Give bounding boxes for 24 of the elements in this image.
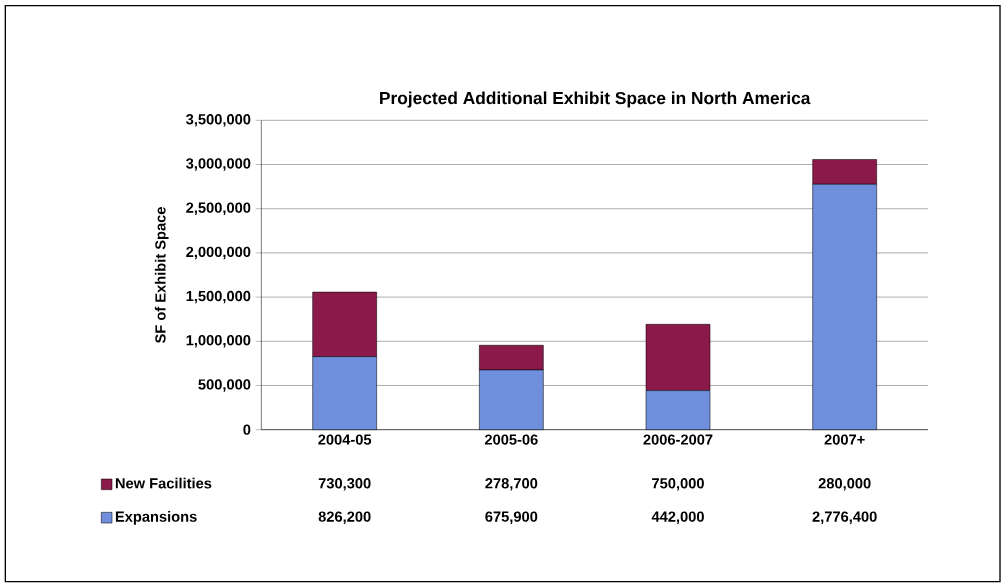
data-label: 442,000 — [651, 511, 704, 524]
data-label: 826,200 — [318, 511, 371, 524]
data-label: 675,900 — [485, 511, 538, 524]
data-label: 750,000 — [652, 478, 704, 491]
y-axis-title: SF of Exhibit Space — [154, 207, 169, 344]
x-tick-label: 2007+ — [824, 434, 865, 445]
data-label: 2,776,400 — [812, 511, 877, 524]
data-label: 730,300 — [318, 478, 371, 491]
y-tick-label: 2,000,000 — [186, 246, 251, 260]
legend-label: New Facilities — [115, 477, 212, 489]
y-tick-label: 1,500,000 — [186, 290, 251, 304]
y-tick-label: 3,500,000 — [186, 114, 251, 127]
y-tick-label: 3,000,000 — [186, 158, 251, 171]
y-tick-label: 0 — [243, 424, 251, 435]
y-tick-label: 2,500,000 — [186, 202, 251, 215]
data-label: 278,700 — [485, 478, 538, 491]
x-tick-label: 2004-05 — [318, 434, 372, 445]
y-tick-label: 1,000,000 — [186, 335, 251, 348]
x-tick-label: 2006-2007 — [643, 434, 713, 445]
data-label: 280,000 — [818, 478, 871, 491]
chart-title: Projected Additional Exhibit Space in North America — [380, 91, 811, 108]
y-tick-label: 500,000 — [198, 379, 251, 392]
legend-label: Expansions — [115, 511, 197, 525]
x-tick-label: 2005-06 — [484, 434, 538, 445]
